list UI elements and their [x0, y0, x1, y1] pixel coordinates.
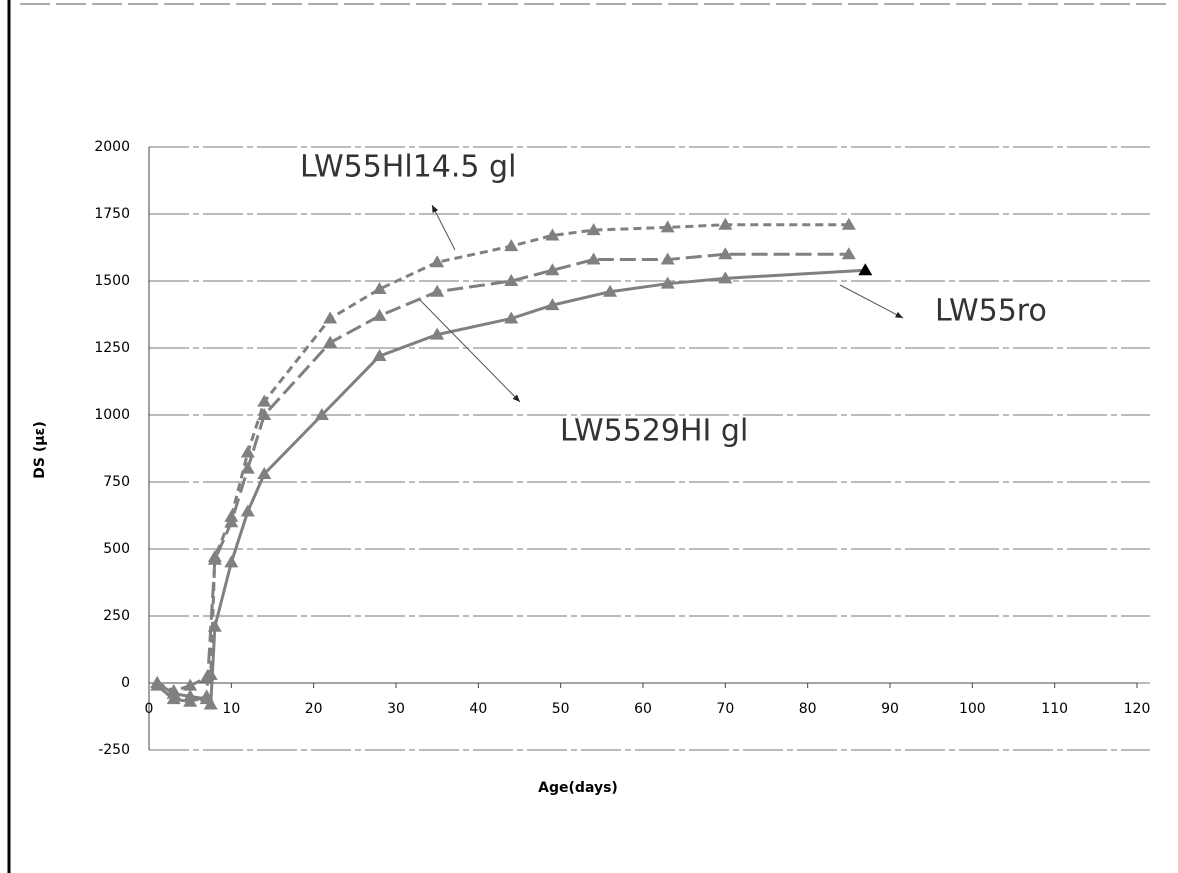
marker	[545, 298, 560, 311]
marker	[660, 276, 675, 289]
marker	[257, 394, 272, 407]
marker	[314, 408, 329, 420]
marker	[718, 217, 733, 230]
marker	[224, 515, 239, 528]
marker	[430, 327, 445, 340]
marker	[586, 252, 601, 265]
marker	[183, 689, 198, 702]
marker	[603, 284, 618, 297]
series-annotation: LW55ro	[935, 294, 1047, 329]
annotation-arrow	[839, 284, 904, 319]
marker	[203, 697, 218, 710]
annotation-arrowhead	[895, 311, 903, 318]
marker	[504, 239, 519, 252]
x-tick-label: 30	[387, 701, 405, 717]
y-tick-label: 500	[103, 541, 130, 557]
marker	[207, 552, 222, 565]
marker	[183, 678, 198, 691]
series-annotation: LW55Hl14.5 gl	[300, 150, 516, 185]
annotation-arrowhead	[512, 394, 520, 402]
annotation-arrow	[419, 299, 521, 403]
series-line	[156, 223, 849, 693]
marker	[257, 466, 272, 479]
marker	[586, 223, 601, 236]
marker	[240, 504, 255, 517]
marker	[430, 255, 445, 268]
x-axis-title: Age(days)	[538, 780, 618, 796]
y-axis-title: DS (με)	[32, 421, 48, 478]
annotation-arrowhead	[432, 205, 439, 213]
y-tick-label: 1000	[94, 407, 130, 423]
marker	[841, 247, 856, 260]
x-tick-label: 10	[222, 701, 240, 717]
marker	[718, 247, 733, 260]
series-annotation: LW5529HI gl	[560, 414, 748, 449]
x-tick-label: 60	[634, 701, 652, 717]
x-tick-label: 40	[469, 701, 487, 717]
marker	[718, 271, 733, 284]
y-tick-label: 1250	[94, 340, 130, 356]
marker	[224, 555, 239, 568]
marker	[504, 311, 519, 324]
y-tick-label: 1500	[94, 273, 130, 289]
marker	[372, 282, 387, 295]
y-tick-label: 1750	[94, 206, 130, 222]
marker	[150, 676, 165, 688]
marker	[372, 349, 387, 362]
y-tick-label: 2000	[94, 139, 130, 155]
x-tick-label: 90	[881, 701, 899, 717]
marker	[841, 217, 856, 230]
marker	[430, 284, 445, 297]
marker	[166, 686, 181, 699]
x-tick-label: 20	[305, 701, 323, 717]
x-tick-label: 120	[1124, 701, 1151, 717]
x-tick-label: 100	[959, 701, 986, 717]
marker	[207, 619, 222, 632]
y-tick-label: 250	[103, 608, 130, 624]
marker	[257, 408, 272, 420]
marker	[323, 311, 338, 324]
y-tick-label: 750	[103, 474, 130, 490]
x-tick-label: 0	[145, 701, 154, 717]
x-tick-label: 110	[1041, 701, 1068, 717]
y-tick-label: -250	[98, 742, 130, 758]
marker	[323, 335, 338, 348]
marker	[545, 263, 560, 276]
x-tick-label: 70	[716, 701, 734, 717]
marker	[240, 445, 255, 458]
marker	[504, 274, 519, 286]
marker	[240, 461, 255, 474]
x-tick-label: 80	[799, 701, 817, 717]
annotation-arrow	[431, 204, 456, 251]
marker	[660, 220, 675, 233]
marker	[372, 308, 387, 321]
marker	[545, 228, 560, 241]
y-tick-label: 0	[121, 675, 130, 691]
marker	[858, 263, 873, 276]
marker	[660, 252, 675, 265]
series-line	[156, 268, 866, 709]
x-tick-label: 50	[552, 701, 570, 717]
